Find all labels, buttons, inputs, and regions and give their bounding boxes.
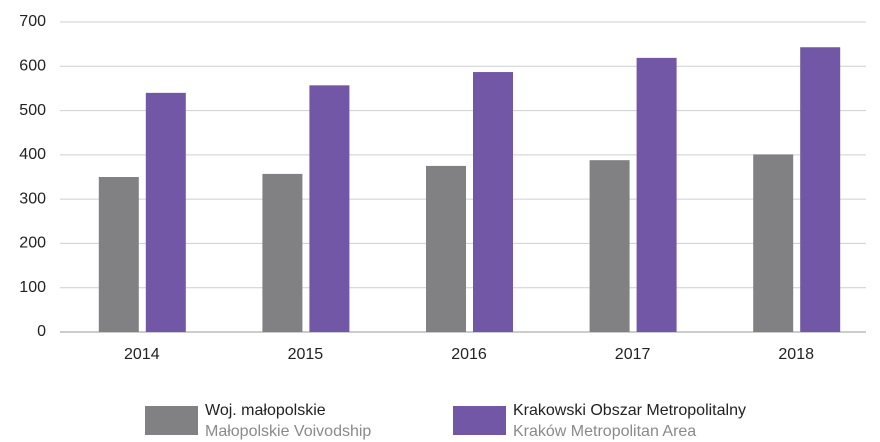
y-tick-label: 100 [19, 279, 46, 296]
x-tick-label: 2016 [451, 346, 487, 363]
legend-sublabel: Kraków Metropolitan Area [513, 423, 696, 440]
x-tick-label: 2014 [124, 346, 160, 363]
bar [636, 57, 677, 332]
x-tick-label: 2018 [778, 346, 814, 363]
legend-label: Woj. małopolskie [205, 402, 326, 419]
bar [98, 177, 139, 332]
y-tick-label: 0 [37, 323, 46, 340]
bar [262, 173, 303, 332]
bar [800, 47, 841, 332]
legend-swatch [453, 406, 506, 435]
x-tick-label: 2015 [288, 346, 324, 363]
legend-label: Krakowski Obszar Metropolitalny [513, 402, 746, 419]
legend-sublabel: Małopolskie Voivodship [205, 423, 371, 440]
y-tick-label: 600 [19, 58, 46, 75]
bar [309, 85, 350, 332]
bar [589, 160, 630, 332]
y-tick-label: 300 [19, 190, 46, 207]
bar [426, 165, 466, 332]
bar [753, 154, 794, 332]
y-tick-label: 200 [19, 235, 46, 252]
y-tick-label: 700 [19, 13, 46, 30]
bar [145, 92, 186, 332]
legend-swatch [145, 406, 198, 435]
bar [473, 72, 513, 333]
x-tick-label: 2017 [615, 346, 651, 363]
y-tick-label: 500 [19, 102, 46, 119]
y-tick-label: 400 [19, 146, 46, 163]
